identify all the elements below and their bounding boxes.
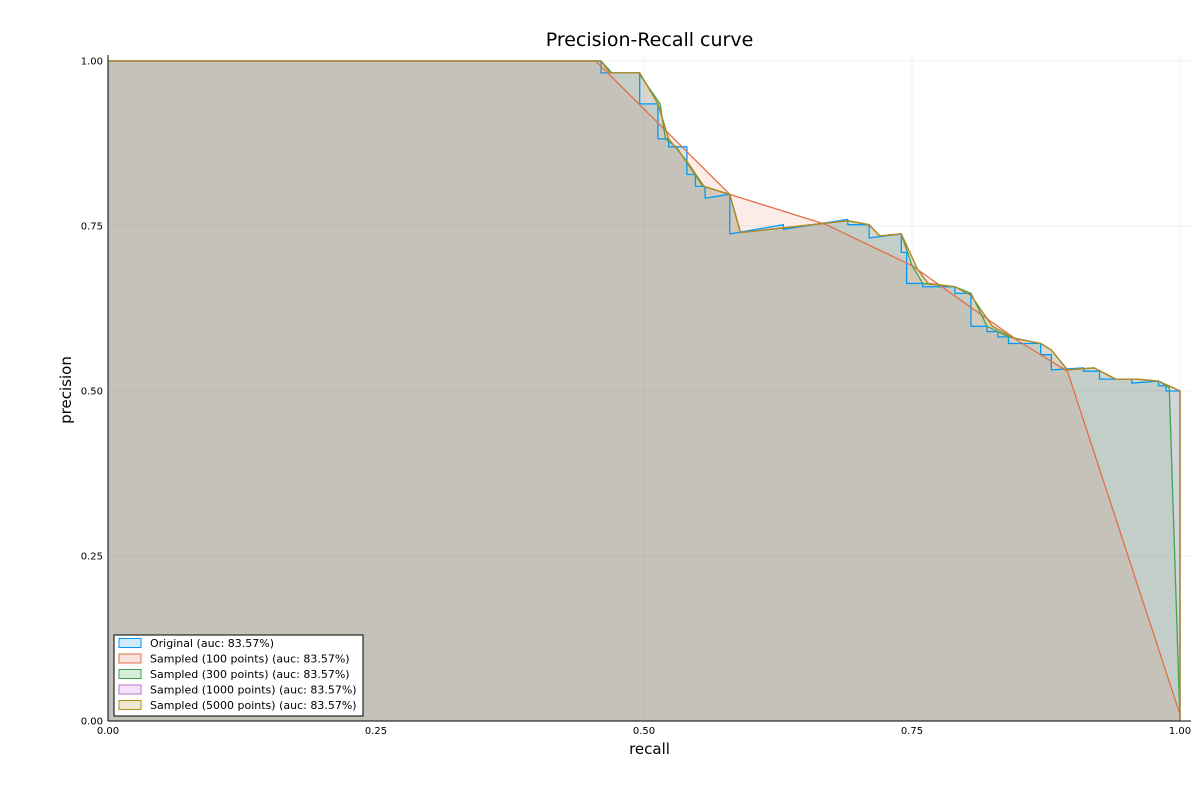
series-area-0 [108,61,1180,721]
x-tick-label: 1.00 [1169,726,1191,737]
y-tick-label: 0.00 [81,717,103,728]
legend-label: Sampled (1000 points) (auc: 83.57%) [150,684,357,697]
x-axis-label: recall [629,740,670,758]
series-areas [108,61,1180,721]
x-tick-label: 0.25 [365,726,387,737]
legend-swatch [118,669,142,679]
legend-swatch [118,684,142,695]
y-tick-label: 0.75 [81,222,103,233]
series-lines [108,60,1181,722]
legend-label: Sampled (300 points) (auc: 83.57%) [150,668,350,681]
axes [107,55,1191,722]
legend: Original (auc: 83.57%) Sampled (100 point… [113,634,364,717]
legend-label: Sampled (5000 points) (auc: 83.57%) [150,699,357,712]
x-tick-label: 0.75 [901,726,923,737]
y-tick-labels: 0.00 0.25 0.50 0.75 1.00 [81,57,103,728]
x-tick-label: 0.00 [97,726,119,737]
series-area-1 [108,61,1180,721]
y-tick-label: 0.25 [81,552,103,563]
y-tick-label: 0.50 [81,387,103,398]
legend-swatch [118,638,142,648]
y-tick-label: 1.00 [81,57,103,68]
legend-swatch [118,700,142,710]
chart-title: Precision-Recall curve [546,29,754,51]
legend-box [113,634,364,717]
x-tick-labels: 0.00 0.25 0.50 0.75 1.00 [97,726,1191,737]
legend-label: Sampled (100 points) (auc: 83.57%) [150,653,350,666]
legend-swatch [118,653,142,664]
series-area-3 [108,61,1180,721]
x-tick-label: 0.50 [633,726,655,737]
legend-label: Original (auc: 83.57%) [150,637,274,650]
y-axis-label: precision [57,356,75,424]
series-line-4 [108,60,1181,721]
series-area-4 [108,61,1180,721]
series-area-2 [108,61,1180,721]
